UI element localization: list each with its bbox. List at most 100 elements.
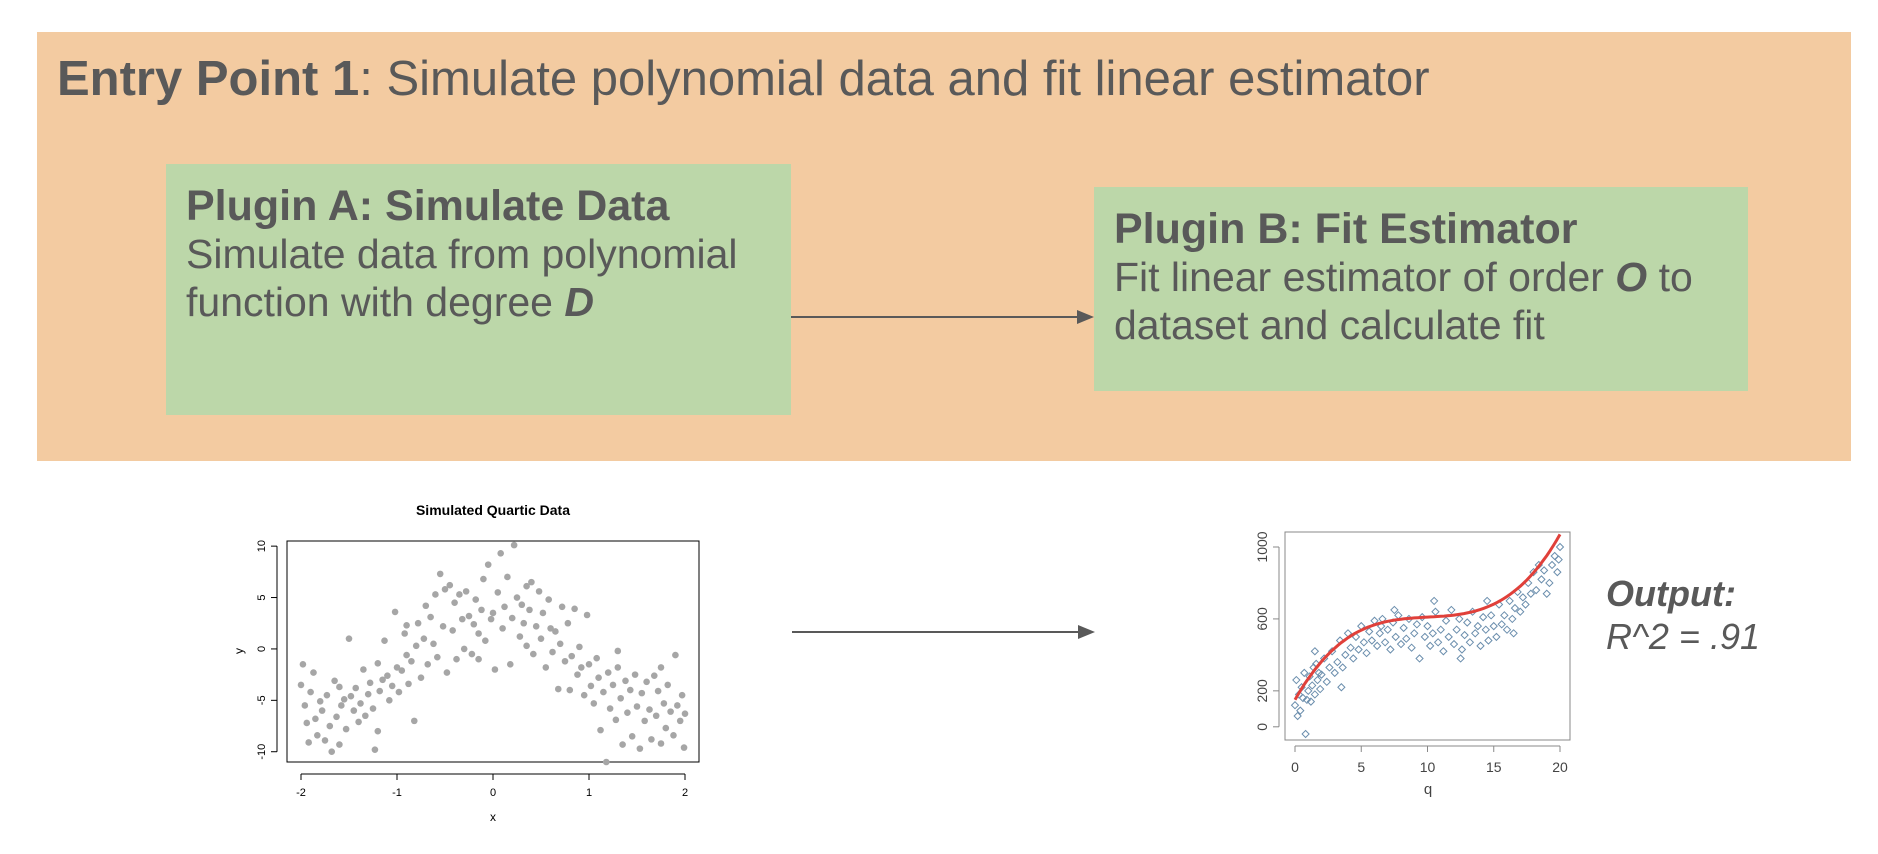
entry-point-title: Entry Point 1: Simulate polynomial data …	[57, 50, 1430, 109]
data-point	[403, 621, 410, 629]
data-point	[1304, 686, 1313, 696]
data-point	[1338, 663, 1347, 672]
data-point	[1425, 641, 1435, 651]
data-point	[1481, 625, 1491, 634]
data-point	[568, 652, 576, 660]
data-point	[460, 645, 468, 653]
y-tick-label: 0	[1254, 723, 1270, 731]
data-point	[574, 671, 581, 678]
data-point	[326, 722, 334, 730]
data-point	[1537, 575, 1546, 584]
data-point	[593, 654, 600, 662]
simulated-quartic-chart: Simulated Quartic Data -2 -1 0 1 2-10-50510 …	[232, 502, 700, 824]
data-point	[347, 692, 355, 700]
data-point	[333, 713, 340, 721]
data-point	[491, 666, 499, 673]
data-point	[530, 650, 537, 658]
data-point	[401, 630, 408, 637]
data-point	[398, 667, 406, 674]
data-point	[1415, 654, 1424, 663]
data-point	[443, 669, 451, 676]
plugin-a-box: Plugin A: Simulate Data Simulate data fr…	[166, 164, 791, 415]
x-tick-label: 15	[1486, 759, 1502, 775]
data-point	[526, 606, 533, 614]
output-box: Output: R^2 = .91	[1606, 572, 1760, 658]
data-point	[680, 744, 688, 751]
data-point	[672, 651, 679, 659]
data-point	[676, 717, 684, 725]
y-tick-label: 0	[256, 646, 268, 652]
fit-curve	[1293, 533, 1562, 701]
data-point	[328, 748, 336, 756]
data-point	[670, 731, 677, 739]
data-point	[528, 578, 535, 586]
data-point	[657, 664, 665, 671]
data-point	[636, 745, 644, 752]
data-point	[323, 691, 331, 699]
data-point	[1315, 684, 1325, 694]
data-point	[595, 674, 602, 682]
data-point	[510, 541, 518, 549]
plugin-connector-arrow	[791, 310, 1094, 324]
data-point	[506, 661, 514, 668]
data-point	[561, 657, 569, 665]
data-point	[580, 691, 588, 699]
data-point	[1364, 627, 1374, 636]
data-point	[585, 661, 593, 668]
data-point	[1521, 600, 1530, 609]
data-point	[558, 603, 566, 611]
y-tick-label: -5	[256, 695, 268, 705]
data-point	[1500, 611, 1509, 620]
data-point	[1482, 596, 1492, 606]
data-point	[405, 680, 412, 688]
data-point	[566, 686, 574, 694]
data-point	[1296, 706, 1305, 715]
plugin-b-desc-line1-end: to	[1647, 254, 1693, 301]
x-tick-label: 1	[586, 787, 592, 799]
plot-frame	[1284, 531, 1571, 741]
data-point	[430, 640, 437, 648]
data-point	[1502, 625, 1512, 634]
data-point	[386, 697, 393, 704]
data-point	[470, 620, 478, 628]
y-tick-label: 600	[1254, 607, 1270, 631]
data-point	[624, 709, 631, 716]
data-point	[602, 758, 610, 766]
data-point	[542, 664, 550, 671]
data-point	[1553, 567, 1562, 577]
data-point	[446, 581, 454, 589]
data-point	[374, 660, 382, 667]
output-label: Output:	[1606, 573, 1736, 614]
data-point	[345, 635, 353, 642]
data-point	[1308, 681, 1317, 690]
data-point	[475, 655, 482, 663]
data-point	[518, 601, 526, 609]
plugin-a-desc-line2: function with degree	[186, 278, 565, 325]
data-point	[465, 612, 473, 620]
data-point	[1433, 638, 1443, 647]
order-variable: O	[1615, 254, 1648, 301]
data-point	[412, 642, 420, 650]
data-point	[451, 599, 458, 606]
data-point	[1554, 555, 1563, 564]
data-point	[1441, 616, 1451, 625]
data-point	[523, 582, 530, 590]
data-point	[1333, 657, 1342, 667]
data-point	[1293, 711, 1302, 721]
plugin-b-desc-line1: Fit linear estimator of order	[1114, 254, 1616, 301]
data-point	[547, 625, 554, 632]
data-point	[1489, 621, 1498, 631]
data-point	[307, 688, 314, 696]
data-point	[664, 681, 672, 689]
data-point	[617, 694, 624, 702]
data-point	[1473, 621, 1483, 631]
data-point	[1444, 632, 1453, 642]
data-point	[427, 613, 434, 621]
data-point	[576, 643, 583, 651]
output-value: R^2 = .91	[1606, 616, 1760, 658]
data-point	[1428, 629, 1438, 638]
x-tick-label: -2	[296, 787, 306, 799]
data-point	[1386, 645, 1395, 654]
data-point	[391, 608, 399, 616]
data-point	[1545, 578, 1554, 588]
